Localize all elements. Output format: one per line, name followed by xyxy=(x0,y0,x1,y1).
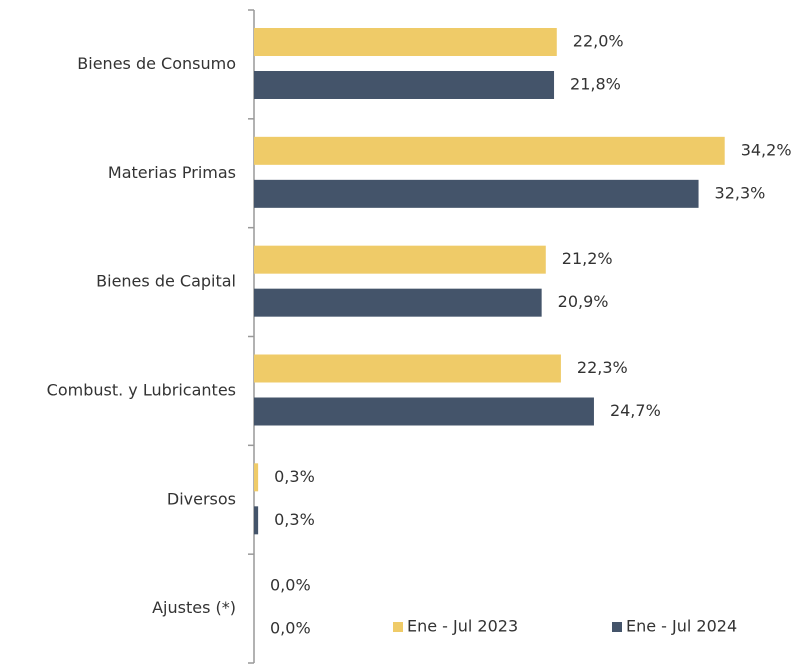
value-label: 20,9% xyxy=(558,292,609,311)
bar xyxy=(254,136,725,165)
bar xyxy=(254,28,557,56)
category-label: Materias Primas xyxy=(108,163,236,182)
value-label: 22,3% xyxy=(577,358,628,377)
category-label: Bienes de Consumo xyxy=(77,54,236,73)
legend-label: Ene - Jul 2024 xyxy=(626,617,737,636)
category-label: Bienes de Capital xyxy=(96,272,236,291)
category-label: Combust. y Lubricantes xyxy=(47,380,236,399)
legend-label: Ene - Jul 2023 xyxy=(407,617,518,636)
legend-swatch xyxy=(612,622,622,632)
bar xyxy=(254,354,561,383)
value-label: 32,3% xyxy=(715,183,766,202)
bar xyxy=(254,463,259,492)
value-label: 21,2% xyxy=(562,249,613,268)
bar xyxy=(254,397,594,426)
bar xyxy=(254,245,546,274)
value-label: 0,3% xyxy=(274,510,315,529)
bar xyxy=(254,179,699,208)
value-label: 21,8% xyxy=(570,75,621,94)
value-label: 0,3% xyxy=(274,467,315,486)
category-label: Ajustes (*) xyxy=(152,598,236,617)
value-label: 34,2% xyxy=(741,140,792,159)
value-label: 24,7% xyxy=(610,401,661,420)
value-label: 0,0% xyxy=(270,576,311,595)
value-label: 22,0% xyxy=(573,32,624,51)
bar xyxy=(254,506,259,535)
bar xyxy=(254,71,555,99)
legend-swatch xyxy=(393,622,403,632)
bar xyxy=(254,288,542,317)
value-label: 0,0% xyxy=(270,619,311,638)
category-label: Diversos xyxy=(167,489,236,508)
